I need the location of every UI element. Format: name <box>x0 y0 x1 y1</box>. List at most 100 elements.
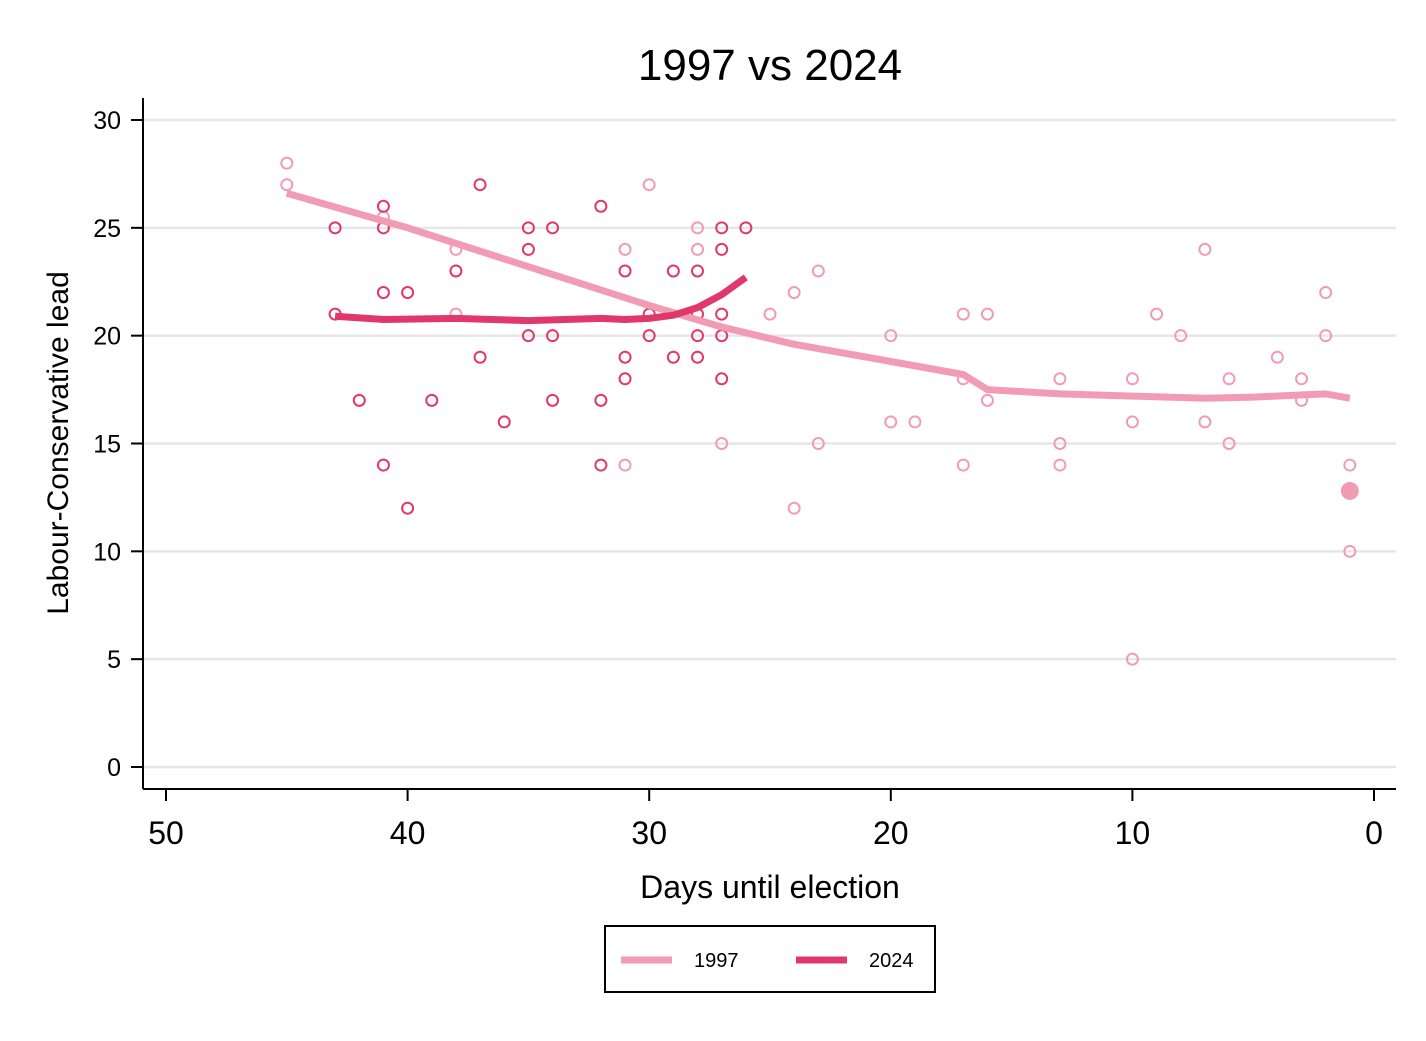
data-point-2024 <box>618 264 632 278</box>
data-point-2024 <box>401 286 415 300</box>
data-point-1997 <box>1319 286 1333 300</box>
data-point-1997 <box>884 329 898 343</box>
data-point-1997 <box>1198 242 1212 256</box>
data-point-1997 <box>1125 372 1139 386</box>
data-point-2024 <box>691 264 705 278</box>
data-point-2024 <box>376 458 390 472</box>
y-axis-label: Labour-Conservative lead <box>42 271 75 615</box>
data-point-1997 <box>1053 458 1067 472</box>
data-point-2024 <box>691 329 705 343</box>
data-point-1997 <box>280 156 294 170</box>
data-point-2024 <box>521 329 535 343</box>
data-point-1997 <box>1053 372 1067 386</box>
x-tick-label: 0 <box>1365 815 1383 851</box>
data-point-1997 <box>618 242 632 256</box>
data-point-1997 <box>980 307 994 321</box>
data-point-1997 <box>787 286 801 300</box>
data-point-2024 <box>666 350 680 364</box>
data-points <box>280 156 1359 666</box>
trend-line-2024 <box>334 274 748 325</box>
y-tick-label: 15 <box>93 431 121 459</box>
data-point-2024 <box>715 221 729 235</box>
chart-title: 1997 vs 2024 <box>638 41 902 90</box>
data-point-2024 <box>473 350 487 364</box>
x-tick-label: 40 <box>390 815 426 851</box>
data-point-2024 <box>715 242 729 256</box>
highlight-point-1997 <box>1340 481 1359 500</box>
data-point-2024 <box>521 221 535 235</box>
data-point-1997 <box>811 264 825 278</box>
data-point-1997 <box>642 178 656 192</box>
data-point-1997 <box>1174 329 1188 343</box>
y-axis-ticks: 0 5 10 15 20 25 30 <box>93 107 143 782</box>
data-point-1997 <box>1343 458 1357 472</box>
data-point-2024 <box>546 329 560 343</box>
y-tick-label: 0 <box>107 754 121 782</box>
x-tick-label: 50 <box>148 815 184 851</box>
data-point-1997 <box>618 458 632 472</box>
grid-lines <box>143 118 1396 769</box>
y-tick-label: 10 <box>93 538 121 566</box>
data-point-2024 <box>497 415 511 429</box>
data-point-2024 <box>352 393 366 407</box>
data-point-1997 <box>956 307 970 321</box>
data-point-1997 <box>1198 415 1212 429</box>
data-point-1997 <box>1222 372 1236 386</box>
legend-label-2024: 2024 <box>869 950 914 972</box>
data-point-1997 <box>1125 652 1139 666</box>
legend: 1997 2024 <box>604 925 936 993</box>
data-point-2024 <box>715 307 729 321</box>
data-point-2024 <box>521 242 535 256</box>
data-point-2024 <box>618 372 632 386</box>
data-point-1997 <box>1295 372 1309 386</box>
data-point-1997 <box>908 415 922 429</box>
y-tick-label: 20 <box>93 323 121 351</box>
x-axis-ticks: 50 40 30 20 10 0 <box>148 789 1383 851</box>
data-point-2024 <box>401 501 415 515</box>
x-tick-label: 20 <box>873 815 909 851</box>
trend-lines <box>285 189 1351 402</box>
data-point-1997 <box>1270 350 1284 364</box>
data-point-1997 <box>1125 415 1139 429</box>
data-point-1997 <box>1343 544 1357 558</box>
data-point-1997 <box>1150 307 1164 321</box>
data-point-1997 <box>787 501 801 515</box>
data-point-2024 <box>546 393 560 407</box>
data-point-1997 <box>763 307 777 321</box>
legend-label-1997: 1997 <box>694 950 739 972</box>
y-tick-label: 5 <box>107 646 121 674</box>
x-tick-label: 10 <box>1115 815 1151 851</box>
data-point-1997 <box>956 458 970 472</box>
data-point-1997 <box>811 437 825 450</box>
y-tick-label: 25 <box>93 215 121 243</box>
data-point-2024 <box>594 199 608 213</box>
data-point-2024 <box>546 221 560 235</box>
data-point-2024 <box>715 372 729 386</box>
data-point-2024 <box>739 221 753 235</box>
data-point-2024 <box>425 393 439 407</box>
x-tick-label: 30 <box>631 815 667 851</box>
data-point-2024 <box>594 458 608 472</box>
data-point-2024 <box>473 178 487 192</box>
x-axis-label: Days until election <box>640 869 900 905</box>
data-point-1997 <box>980 393 994 407</box>
data-point-2024 <box>328 221 342 235</box>
data-point-1997 <box>1053 437 1067 450</box>
data-point-1997 <box>280 178 294 192</box>
y-tick-label: 30 <box>93 107 121 135</box>
data-point-2024 <box>642 329 656 343</box>
data-point-2024 <box>376 286 390 300</box>
data-point-1997 <box>1319 329 1333 343</box>
data-point-2024 <box>594 393 608 407</box>
data-point-1997 <box>884 415 898 429</box>
data-point-2024 <box>666 264 680 278</box>
data-point-2024 <box>618 350 632 364</box>
data-point-1997 <box>691 242 705 256</box>
data-point-2024 <box>376 199 390 213</box>
data-point-1997 <box>715 437 729 450</box>
trend-line-1997 <box>285 189 1351 402</box>
data-point-1997 <box>1222 437 1236 450</box>
data-point-1997 <box>691 221 705 235</box>
data-point-2024 <box>691 350 705 364</box>
